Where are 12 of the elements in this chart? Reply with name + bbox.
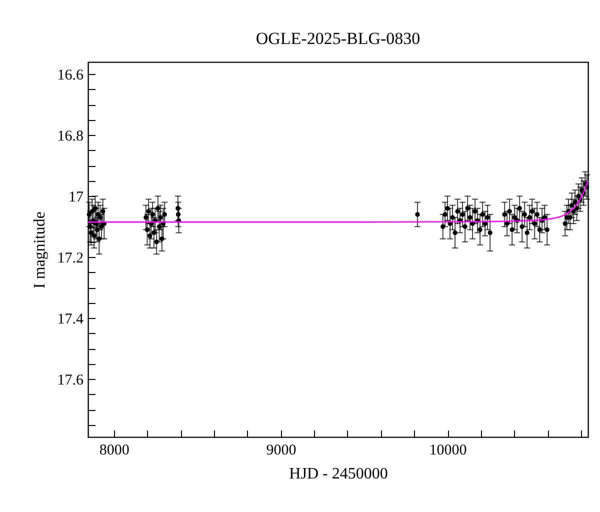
x-tick-label: 8000 (99, 442, 130, 458)
x-tick-label: 9000 (266, 442, 296, 458)
chart-title: OGLE-2025-BLG-0830 (256, 29, 420, 48)
y-tick-label: 17.4 (57, 312, 84, 328)
y-tick-label: 17.2 (57, 250, 84, 267)
y-tick-label: 16.6 (57, 68, 84, 84)
y-tick-label: 17.6 (57, 372, 84, 389)
y-tick-label: 17 (68, 190, 84, 206)
y-tick-label: 16.8 (57, 128, 84, 145)
x-tick-label: 10000 (429, 442, 467, 458)
y-axis-title: I magnitude (31, 212, 48, 288)
x-axis-title: HJD - 2450000 (289, 466, 388, 482)
